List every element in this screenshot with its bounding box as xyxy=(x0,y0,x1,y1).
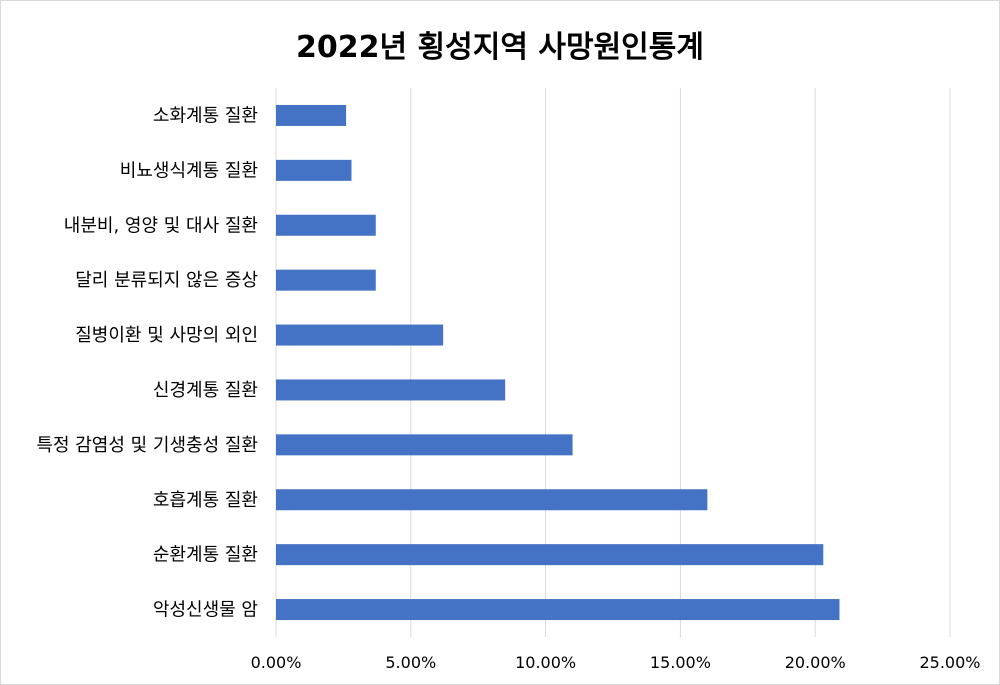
x-tick-label: 0.00% xyxy=(251,653,302,672)
category-label: 질병이환 및 사망의 외인 xyxy=(75,325,258,346)
bar xyxy=(276,269,376,291)
bars xyxy=(276,104,840,621)
x-tick-label: 10.00% xyxy=(515,653,576,672)
bar xyxy=(276,324,444,346)
bar xyxy=(276,159,352,181)
bar xyxy=(276,379,506,401)
category-label: 비뇨생식계통 질환 xyxy=(120,160,258,181)
bar xyxy=(276,104,347,126)
category-label: 악성신생물 암 xyxy=(153,600,258,621)
x-tick-label: 25.00% xyxy=(919,653,980,672)
category-label: 소화계통 질환 xyxy=(153,105,258,126)
bar xyxy=(276,544,824,566)
category-label: 달리 분류되지 않은 증상 xyxy=(75,270,258,291)
bar xyxy=(276,489,708,511)
bar xyxy=(276,214,376,236)
x-tick-label: 20.00% xyxy=(785,653,846,672)
x-tick-labels: 0.00% 5.00% 10.00% 15.00% 20.00% 25.00% xyxy=(251,653,981,672)
chart-title: 2022년 횡성지역 사망원인통계 xyxy=(296,30,704,65)
bar xyxy=(276,599,840,621)
category-label: 특정 감염성 및 기생충성 질환 xyxy=(36,435,258,456)
category-label: 호흡계통 질환 xyxy=(153,490,258,511)
category-label: 순환계통 질환 xyxy=(153,545,258,566)
x-tick-label: 15.00% xyxy=(650,653,711,672)
x-tick-label: 5.00% xyxy=(385,653,436,672)
category-label: 신경계통 질환 xyxy=(153,380,258,401)
bar xyxy=(276,434,573,456)
category-label: 내분비, 영양 및 대사 질환 xyxy=(64,215,258,236)
